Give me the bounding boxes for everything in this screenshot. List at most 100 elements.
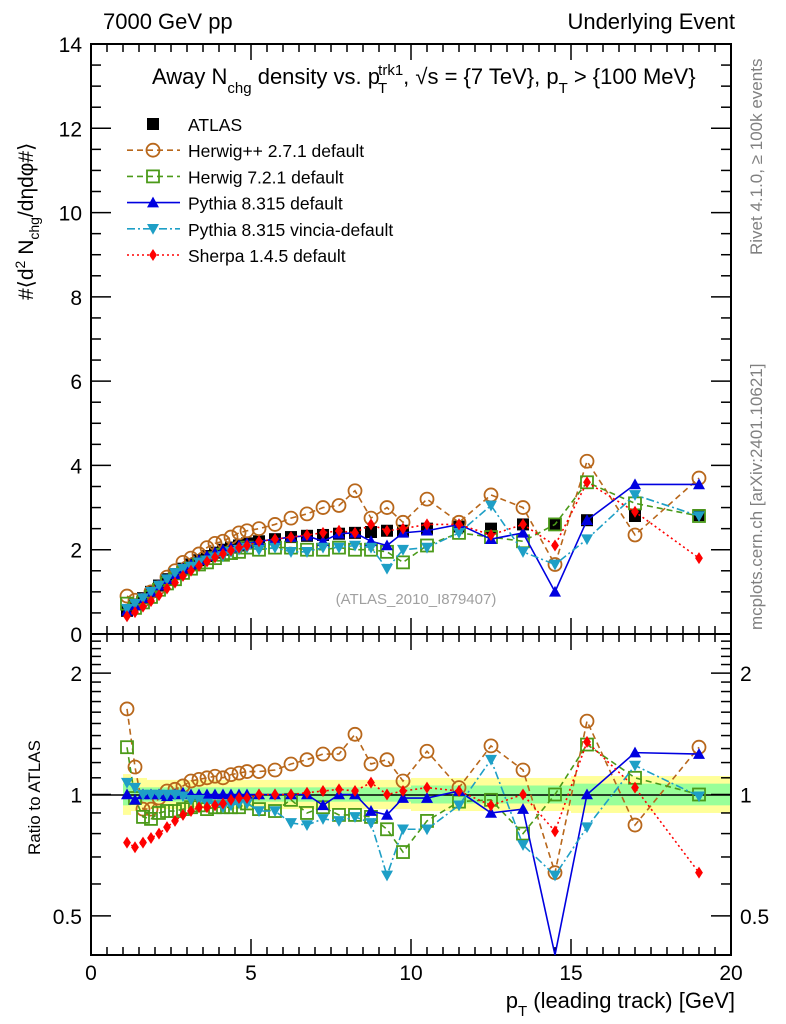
ratio-line-pythia-8-315-default: [126, 751, 700, 956]
main-point-sherpa-1-4-5-default: [171, 576, 179, 589]
legend-marker-herwig-7-2-1-default: [146, 169, 160, 184]
ratio-point-herwig-2-7-1-default: [419, 743, 435, 759]
ratio-point-sherpa-1-4-5-default: [583, 735, 591, 748]
ratio-point-pythia-8-315-vincia-default: [349, 812, 361, 823]
ratio-point-pythia-8-315-vincia-default: [581, 822, 593, 834]
ratio-point-herwig-2-7-1-default: [183, 773, 199, 789]
ratio-y-tick-label-right: 0.5: [740, 906, 769, 929]
y-tick-label: 14: [59, 34, 83, 57]
main-point-herwig-2-7-1-default: [579, 453, 595, 469]
ratio-point-sherpa-1-4-5-default: [219, 797, 227, 810]
ratio-point-sherpa-1-4-5-default: [455, 785, 463, 798]
main-point-sherpa-1-4-5-default: [155, 589, 163, 602]
main-y-axis-label: #⟨d2 Nchg/dηdφ#⟩: [12, 143, 42, 300]
main-point-herwig-2-7-1-default: [419, 491, 435, 507]
main-point-sherpa-1-4-5-default: [487, 528, 495, 541]
main-point-sherpa-1-4-5-default: [227, 544, 235, 557]
ratio-line-pythia-8-315-vincia-default: [126, 757, 700, 879]
ratio-point-herwig-2-7-1-default: [239, 764, 255, 779]
legend-label-pythia-8-315-vincia-default: Pythia 8.315 vincia-default: [188, 220, 393, 240]
ratio-point-sherpa-1-4-5-default: [271, 788, 279, 801]
ratio-point-herwig-2-7-1-default: [207, 768, 223, 784]
main-point-sherpa-1-4-5-default: [583, 476, 591, 489]
title-part-d: > {100 MeV}: [568, 64, 696, 89]
x-tick-label: 15: [559, 962, 582, 985]
main-point-pythia-8-315-default: [381, 539, 393, 551]
main-point-herwig-2-7-1-default: [231, 525, 247, 541]
main-point-sherpa-1-4-5-default: [287, 531, 295, 544]
ratio-point-herwig-2-7-1-default: [215, 770, 231, 786]
ratio-point-sherpa-1-4-5-default: [631, 781, 639, 794]
ratio-y-axis-label: Ratio to ATLAS: [25, 740, 44, 855]
main-point-pythia-8-315-vincia-default: [177, 563, 189, 575]
ratio-point-pythia-8-315-vincia-default: [161, 789, 173, 801]
legend-item-pythia-8-315-vincia-default: Pythia 8.315 vincia-default: [127, 220, 393, 240]
ratio-point-pythia-8-315-vincia-default: [397, 824, 409, 836]
main-point-herwig-2-7-1-default: [283, 510, 299, 526]
title-sub-c: T: [559, 80, 568, 97]
ratio-point-sherpa-1-4-5-default: [195, 801, 203, 814]
legend-item-sherpa-1-4-5-default: Sherpa 1.4.5 default: [127, 246, 346, 266]
y-tick-label: 10: [59, 203, 82, 226]
main-point-pythia-8-315-default: [517, 526, 529, 538]
ratio-point-pythia-8-315-vincia-default: [145, 789, 157, 801]
main-point-herwig-7-2-1-default: [396, 555, 410, 570]
x-tick-label: 0: [85, 962, 97, 985]
ratio-series-herwig-2-7-1-default: [119, 701, 707, 881]
ratio-point-pythia-8-315-vincia-default: [381, 870, 393, 882]
legend-label-sherpa-1-4-5-default: Sherpa 1.4.5 default: [188, 246, 346, 266]
ratio-point-pythia-8-315-vincia-default: [333, 816, 345, 827]
y-tick-label: 6: [70, 371, 82, 394]
main-point-pythia-8-315-vincia-default: [129, 598, 141, 610]
ratio-point-herwig-2-7-1-default: [299, 752, 315, 768]
main-point-herwig-2-7-1-default: [331, 498, 347, 513]
axis-ticks: [90, 43, 732, 956]
ratio-point-sherpa-1-4-5-default: [243, 792, 251, 805]
ratio-point-pythia-8-315-vincia-default: [121, 777, 133, 789]
ratio-point-herwig-7-2-1-default: [160, 804, 174, 818]
ratio-point-pythia-8-315-vincia-default: [153, 789, 165, 801]
main-point-pythia-8-315-vincia-default: [629, 490, 641, 501]
ratio-point-herwig-2-7-1-default: [379, 752, 395, 768]
ratio-point-herwig-2-7-1-default: [223, 767, 239, 783]
main-point-sherpa-1-4-5-default: [367, 518, 375, 531]
main-point-pythia-8-315-vincia-default: [153, 580, 165, 592]
main-point-sherpa-1-4-5-default: [551, 539, 559, 552]
main-point-pythia-8-315-vincia-default: [349, 540, 361, 552]
ratio-point-herwig-2-7-1-default: [127, 759, 143, 775]
ratio-point-herwig-2-7-1-default: [283, 756, 299, 772]
ratio-point-pythia-8-315-default: [517, 803, 529, 814]
main-series-group: [119, 453, 707, 623]
ylabel-part-c: /dηdφ#⟩: [15, 143, 38, 217]
ratio-point-sherpa-1-4-5-default: [163, 821, 171, 834]
title-part-b: density vs. p: [252, 64, 380, 89]
main-point-sherpa-1-4-5-default: [255, 535, 263, 548]
main-point-sherpa-1-4-5-default: [131, 606, 139, 619]
xlabel-sub: T: [518, 1003, 527, 1020]
plot-title: Away Nchg density vs. pTtrk1, √s = {7 Te…: [152, 62, 696, 97]
ratio-line-herwig-7-2-1-default: [126, 743, 700, 854]
main-point-pythia-8-315-vincia-default: [693, 511, 705, 522]
ratio-series-sherpa-1-4-5-default: [123, 735, 703, 879]
ratio-point-pythia-8-315-default: [317, 799, 329, 811]
ratio-point-sherpa-1-4-5-default: [255, 788, 263, 801]
ratio-point-pythia-8-315-default: [421, 792, 433, 803]
ratio-point-sherpa-1-4-5-default: [383, 788, 391, 801]
y-tick-label: 12: [59, 118, 82, 141]
ratio-y-tick-label-right: 1: [740, 785, 752, 808]
legend-marker-pythia-8-315-vincia-default: [147, 224, 159, 235]
main-point-sherpa-1-4-5-default: [211, 551, 219, 564]
main-line-sherpa-1-4-5-default: [126, 481, 700, 618]
ratio-point-herwig-7-2-1-default: [152, 806, 166, 820]
ratio-point-herwig-2-7-1-default: [143, 801, 159, 817]
xlabel-p: p: [506, 988, 518, 1013]
main-point-herwig-2-7-1-default: [251, 521, 267, 537]
header-left: 7000 GeV pp: [103, 9, 233, 34]
ratio-point-pythia-8-315-default: [121, 788, 133, 800]
ratio-point-sherpa-1-4-5-default: [423, 781, 431, 794]
ratio-point-sherpa-1-4-5-default: [287, 788, 295, 801]
ratio-point-herwig-2-7-1-default: [251, 764, 267, 779]
title-part-c: , √s = {7 TeV}, p: [403, 64, 558, 89]
ratio-point-pythia-8-315-vincia-default: [137, 789, 149, 801]
ratio-point-pythia-8-315-vincia-default: [301, 820, 313, 832]
